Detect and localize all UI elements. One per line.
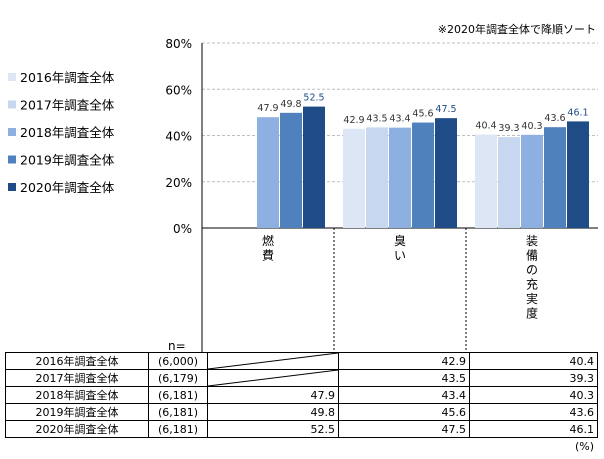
bar xyxy=(435,118,457,228)
bar xyxy=(389,127,411,228)
table-row: 2019年調査全体 (6,181) 49.8 45.6 43.6 xyxy=(5,403,598,421)
table-cell: 39.3 xyxy=(469,369,598,387)
sort-note: ※2020年調査全体で降順ソート xyxy=(437,23,596,36)
table-cell: 52.5 xyxy=(207,420,339,438)
legend-swatch xyxy=(8,183,16,191)
empty-cell-slash xyxy=(207,369,339,387)
bar xyxy=(343,128,365,228)
data-label: 43.6 xyxy=(544,113,565,124)
bar xyxy=(498,137,520,228)
bar xyxy=(567,121,589,228)
bar xyxy=(412,122,434,228)
legend-label: 2017年調査全体 xyxy=(20,98,115,113)
data-label: 47.9 xyxy=(257,103,278,114)
data-label: 52.5 xyxy=(303,93,324,104)
y-tick-label: 0% xyxy=(173,222,192,236)
data-label: 45.6 xyxy=(412,109,433,120)
sample-size: (6,000) xyxy=(148,352,208,370)
row-label: 2020年調査全体 xyxy=(5,420,149,438)
bar xyxy=(280,112,302,228)
data-label: 40.3 xyxy=(521,121,542,132)
sample-size: (6,181) xyxy=(148,403,208,421)
y-tick-label: 40% xyxy=(165,130,192,144)
table-row: 2017年調査全体 (6,179) 43.5 39.3 xyxy=(5,369,598,387)
bar xyxy=(303,106,325,228)
sample-size: (6,179) xyxy=(148,369,208,387)
y-tick-label: 20% xyxy=(165,176,192,190)
table-cell: 47.5 xyxy=(338,420,470,438)
table-cell: 43.5 xyxy=(338,369,470,387)
category-label: 臭い xyxy=(394,233,406,263)
data-label: 40.4 xyxy=(475,121,496,132)
table-row: 2018年調査全体 (6,181) 47.9 43.4 40.3 xyxy=(5,386,598,404)
data-table: 2016年調査全体 (6,000) 42.9 40.4 2017年調査全体 (6… xyxy=(5,352,598,438)
legend-swatch xyxy=(8,100,16,109)
legend-label: 2018年調査全体 xyxy=(20,125,115,140)
legend-label: 2019年調査全体 xyxy=(20,153,115,168)
data-label: 43.5 xyxy=(366,113,387,124)
table-cell: 49.8 xyxy=(207,403,339,421)
table-row: 2020年調査全体 (6,181) 52.5 47.5 46.1 xyxy=(5,420,598,438)
data-label: 49.8 xyxy=(280,99,301,110)
row-label: 2016年調査全体 xyxy=(5,352,149,370)
n-label: n= xyxy=(168,339,186,353)
bar xyxy=(366,127,388,228)
legend-swatch xyxy=(8,73,16,81)
row-label: 2017年調査全体 xyxy=(5,369,149,387)
bar xyxy=(521,134,543,228)
y-tick-label: 60% xyxy=(165,83,192,97)
category-label: 装備の充実度 xyxy=(526,234,538,321)
table-cell: 40.4 xyxy=(469,352,598,370)
empty-cell-slash xyxy=(207,352,339,370)
table-row: 2016年調査全体 (6,000) 42.9 40.4 xyxy=(5,352,598,370)
data-label: 43.4 xyxy=(389,114,410,125)
legend-label: 2016年調査全体 xyxy=(20,70,115,85)
data-label: 42.9 xyxy=(343,115,364,126)
sample-size: (6,181) xyxy=(148,420,208,438)
bar xyxy=(257,117,279,228)
table-cell: 42.9 xyxy=(338,352,470,370)
table-cell: 40.3 xyxy=(469,386,598,404)
bar xyxy=(544,127,566,228)
y-tick-label: 80% xyxy=(165,37,192,51)
bar xyxy=(475,134,497,228)
legend-swatch xyxy=(8,155,16,164)
data-label: 47.5 xyxy=(435,104,456,115)
legend-label: 2020年調査全体 xyxy=(20,180,115,195)
row-label: 2019年調査全体 xyxy=(5,403,149,421)
table-cell: 43.6 xyxy=(469,403,598,421)
row-label: 2018年調査全体 xyxy=(5,386,149,404)
category-label: 燃費 xyxy=(262,233,274,263)
table-cell: 47.9 xyxy=(207,386,339,404)
data-label: 39.3 xyxy=(498,123,519,134)
table-cell: 46.1 xyxy=(469,420,598,438)
legend-swatch xyxy=(8,128,16,136)
unit-label: (%) xyxy=(574,440,594,453)
table-cell: 45.6 xyxy=(338,403,470,421)
data-label: 46.1 xyxy=(567,107,588,118)
table-cell: 43.4 xyxy=(338,386,470,404)
sample-size: (6,181) xyxy=(148,386,208,404)
